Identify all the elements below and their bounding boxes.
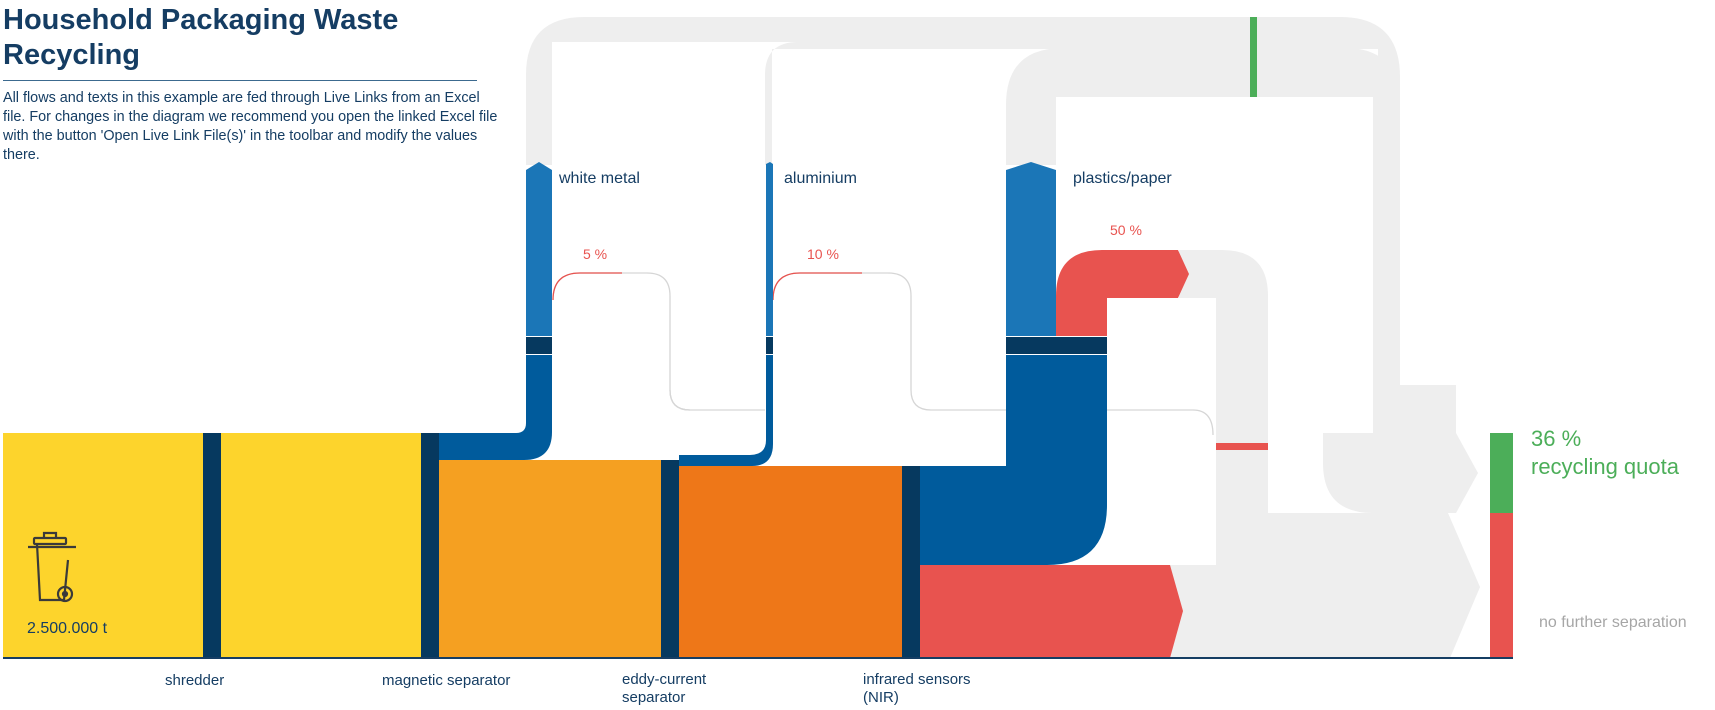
stage-magnetic-separator: magnetic separator bbox=[382, 672, 511, 689]
aluminium-up bbox=[766, 162, 773, 336]
no-separation-bar bbox=[1490, 513, 1513, 658]
plastics-reject-flow bbox=[1056, 250, 1189, 336]
white-metal-flow bbox=[439, 355, 552, 460]
stage-infrared-line1: infrared sensors bbox=[863, 671, 971, 688]
recycled-arrow bbox=[1400, 433, 1478, 513]
recycling-quota-percent: 36 % bbox=[1531, 426, 1582, 451]
aluminium-node bbox=[766, 337, 773, 354]
plastics-paper-label: plastics/paper bbox=[1073, 170, 1172, 187]
plastics-up bbox=[1006, 162, 1056, 336]
no-separation-gray-flow-2 bbox=[1165, 565, 1480, 658]
stage-shredder: shredder bbox=[165, 672, 225, 689]
plastics-flow bbox=[920, 355, 1107, 565]
recycling-quota: 36 % recycling quota bbox=[1531, 425, 1679, 481]
aluminium-reject-red bbox=[772, 272, 862, 301]
aluminium-flow bbox=[679, 355, 773, 466]
shredder-node bbox=[203, 433, 221, 658]
after-magnetic-block bbox=[439, 460, 661, 658]
white-metal-reject-red bbox=[552, 272, 622, 301]
white-metal-label: white metal bbox=[559, 170, 640, 187]
plastics-node bbox=[1006, 337, 1107, 354]
recycling-quota-label: recycling quota bbox=[1531, 454, 1679, 479]
shredded-block bbox=[221, 433, 421, 658]
no-separation-red-flow bbox=[920, 565, 1183, 658]
plastics-reject-percent: 50 % bbox=[1110, 222, 1142, 238]
white-metal-node bbox=[526, 337, 552, 354]
after-eddy-block bbox=[679, 466, 902, 658]
aluminium-label: aluminium bbox=[784, 170, 857, 187]
input-amount: 2.500.000 t bbox=[27, 620, 108, 637]
nir-node bbox=[902, 466, 920, 658]
reject-merge-marker bbox=[1216, 443, 1268, 450]
white-metal-reject-percent: 5 % bbox=[583, 246, 608, 262]
green-top-bar bbox=[1250, 17, 1257, 97]
no-further-separation-label: no further separation bbox=[1539, 614, 1687, 631]
page-title: Household Packaging Waste Recycling bbox=[3, 4, 399, 71]
plastics-recycled-flow bbox=[1006, 48, 1400, 433]
stage-eddy-current-line2: separator bbox=[622, 689, 686, 706]
description-text: All flows and texts in this example are … bbox=[3, 90, 498, 163]
aluminium-reject-percent: 10 % bbox=[807, 246, 839, 262]
white-metal-up bbox=[526, 162, 552, 336]
trash-bin-icon bbox=[28, 531, 76, 603]
magnetic-node bbox=[421, 433, 439, 658]
gray-loop-left bbox=[669, 389, 691, 411]
stage-eddy-current-line1: eddy-current bbox=[622, 671, 707, 688]
title-divider bbox=[3, 80, 477, 81]
stage-infrared-line2: (NIR) bbox=[863, 689, 899, 706]
eddy-node bbox=[661, 460, 679, 658]
reject-return-lower bbox=[1216, 513, 1268, 565]
white-metal-reject-line bbox=[552, 272, 765, 411]
recycling-bar bbox=[1490, 433, 1513, 513]
